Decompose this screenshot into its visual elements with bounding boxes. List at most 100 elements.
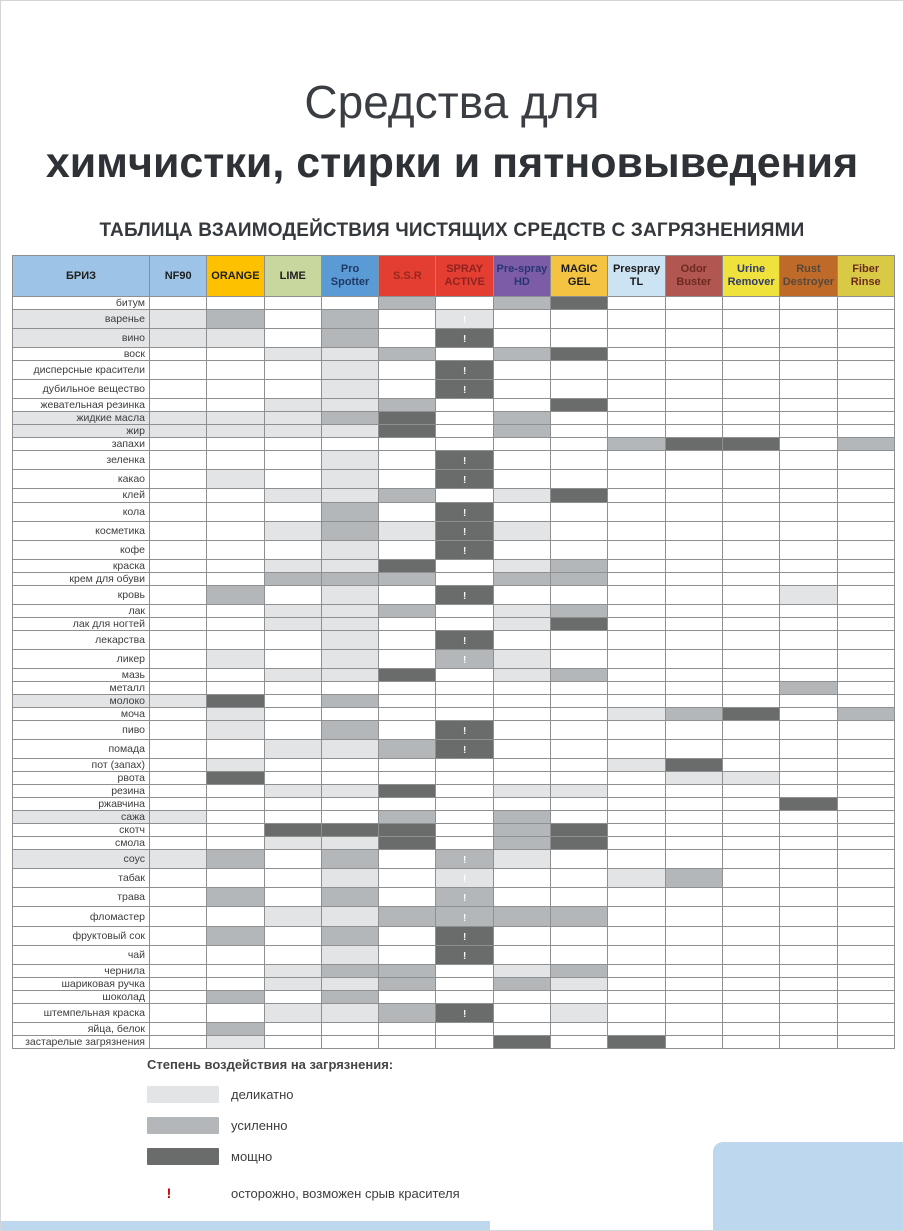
row-label: чернила xyxy=(12,963,150,978)
row-label: сажа xyxy=(12,810,150,825)
matrix-cell xyxy=(320,823,380,838)
matrix-cell xyxy=(721,868,781,889)
matrix-cell xyxy=(779,810,838,825)
column-header-odor-buster: Odor Buster xyxy=(664,255,723,297)
matrix-cell xyxy=(836,571,895,586)
column-header-brand: БРИЗ xyxy=(12,255,150,297)
matrix-cell xyxy=(148,906,208,927)
matrix-cell xyxy=(721,849,781,870)
matrix-cell xyxy=(148,648,208,669)
matrix-cell xyxy=(836,558,895,573)
matrix-cell xyxy=(779,1002,838,1023)
matrix-cell xyxy=(664,944,723,965)
matrix-cell xyxy=(664,648,723,669)
legend-item-label: мощно xyxy=(231,1149,273,1164)
matrix-cell xyxy=(607,720,666,741)
matrix-cell xyxy=(206,1002,265,1023)
matrix-cell xyxy=(206,758,265,773)
row-label: фруктовый сок xyxy=(12,925,150,946)
matrix-cell: ! xyxy=(435,501,494,522)
matrix-cell xyxy=(607,629,666,650)
table-row: какао! xyxy=(12,469,895,490)
matrix-cell xyxy=(664,328,723,349)
matrix-cell xyxy=(378,347,437,362)
matrix-cell xyxy=(721,411,781,426)
table-row: варенье! xyxy=(12,309,895,330)
matrix-cell xyxy=(492,868,552,889)
matrix-cell xyxy=(206,360,265,381)
matrix-cell xyxy=(435,797,494,812)
matrix-cell xyxy=(779,887,838,908)
matrix-cell xyxy=(664,906,723,927)
matrix-cell xyxy=(148,360,208,381)
table-row: шариковая ручка xyxy=(12,976,895,991)
matrix-cell xyxy=(779,520,838,541)
matrix-cell xyxy=(836,989,895,1004)
matrix-cell xyxy=(836,379,895,400)
matrix-cell xyxy=(378,868,437,889)
matrix-cell xyxy=(148,810,208,825)
column-header-magic-gel: MAGIC GEL xyxy=(550,255,609,297)
matrix-cell xyxy=(664,629,723,650)
matrix-cell xyxy=(206,584,265,605)
matrix-cell xyxy=(721,810,781,825)
matrix-cell xyxy=(550,739,609,760)
matrix-cell xyxy=(263,849,322,870)
legend-item-label: усиленно xyxy=(231,1118,288,1133)
matrix-cell xyxy=(206,797,265,812)
matrix-cell xyxy=(721,629,781,650)
matrix-cell xyxy=(492,849,552,870)
matrix-cell xyxy=(435,810,494,825)
table-row: моча xyxy=(12,706,895,722)
matrix-cell xyxy=(607,411,666,426)
caution-mark-icon: ! xyxy=(462,745,467,757)
caution-mark-icon: ! xyxy=(462,526,467,538)
matrix-cell xyxy=(263,584,322,605)
matrix-cell xyxy=(721,347,781,362)
matrix-cell xyxy=(721,771,781,786)
matrix-cell xyxy=(550,771,609,786)
caution-mark-icon: ! xyxy=(462,893,467,905)
matrix-cell xyxy=(664,488,723,503)
matrix-cell xyxy=(550,963,609,978)
matrix-cell xyxy=(664,976,723,991)
matrix-cell xyxy=(836,411,895,426)
matrix-cell xyxy=(550,450,609,471)
matrix-cell xyxy=(550,758,609,773)
matrix-cell xyxy=(492,1021,552,1036)
matrix-cell xyxy=(148,989,208,1004)
matrix-cell xyxy=(378,520,437,541)
matrix-cell xyxy=(550,398,609,413)
matrix-cell xyxy=(721,603,781,618)
matrix-cell xyxy=(435,488,494,503)
matrix-cell xyxy=(664,758,723,773)
matrix-cell xyxy=(779,379,838,400)
matrix-cell xyxy=(320,437,380,452)
matrix-cell xyxy=(550,989,609,1004)
table-header-row: БРИЗ NF90 ORANGE LIME Pro Spotter S.S.R SPRAY … xyxy=(12,255,895,297)
matrix-cell xyxy=(550,667,609,682)
matrix-cell xyxy=(263,758,322,773)
matrix-cell xyxy=(836,887,895,908)
matrix-cell xyxy=(779,295,838,311)
table-row: лак для ногтей xyxy=(12,616,895,631)
column-header-pre-spray-hd: Pre-spray HD xyxy=(492,255,552,297)
matrix-cell xyxy=(148,295,208,311)
matrix-cell xyxy=(435,989,494,1004)
matrix-cell xyxy=(206,437,265,452)
matrix-cell xyxy=(550,539,609,560)
matrix-cell xyxy=(721,706,781,722)
matrix-cell xyxy=(263,739,322,760)
matrix-cell xyxy=(206,571,265,586)
matrix-cell xyxy=(721,739,781,760)
matrix-cell xyxy=(263,784,322,799)
matrix-cell xyxy=(550,836,609,851)
column-header-fiber-rinse: Fiber Rinse xyxy=(836,255,895,297)
matrix-cell xyxy=(607,868,666,889)
matrix-cell xyxy=(664,706,723,722)
matrix-cell xyxy=(206,295,265,311)
column-header-rust-destroyer: Rust Destroyer xyxy=(779,255,838,297)
matrix-cell xyxy=(550,823,609,838)
matrix-cell xyxy=(664,450,723,471)
legend-warning-label: осторожно, возможен срыв красителя xyxy=(231,1185,460,1201)
